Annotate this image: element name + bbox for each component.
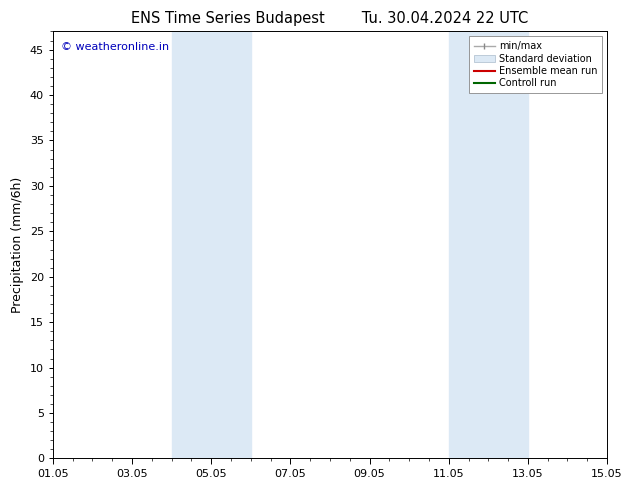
Title: ENS Time Series Budapest        Tu. 30.04.2024 22 UTC: ENS Time Series Budapest Tu. 30.04.2024 … xyxy=(131,11,529,26)
Text: © weatheronline.in: © weatheronline.in xyxy=(61,42,169,52)
Y-axis label: Precipitation (mm/6h): Precipitation (mm/6h) xyxy=(11,177,24,313)
Bar xyxy=(449,31,528,459)
Bar xyxy=(172,31,251,459)
Legend: min/max, Standard deviation, Ensemble mean run, Controll run: min/max, Standard deviation, Ensemble me… xyxy=(469,36,602,93)
